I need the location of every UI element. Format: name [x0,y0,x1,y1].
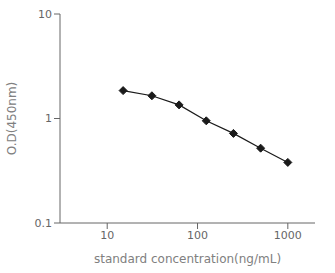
svg-text:10: 10 [38,8,52,21]
svg-text:standard concentration(ng/mL): standard concentration(ng/mL) [94,252,281,266]
svg-text:1: 1 [45,112,52,125]
svg-text:O.D(450nm): O.D(450nm) [8,82,19,156]
svg-text:1000: 1000 [274,229,302,242]
svg-text:100: 100 [187,229,208,242]
svg-text:0.1: 0.1 [35,217,53,230]
svg-text:10: 10 [100,229,114,242]
